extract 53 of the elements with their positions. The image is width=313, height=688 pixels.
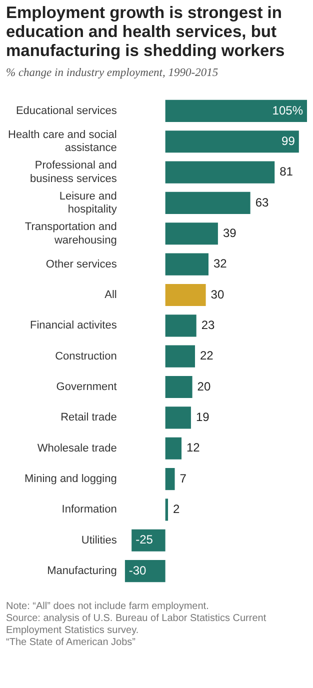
data-label: 7: [180, 471, 187, 486]
bar: [165, 161, 275, 184]
y-tick-label: Financial activites: [30, 320, 118, 332]
data-label: 20: [197, 379, 211, 394]
bar: [165, 253, 208, 276]
y-tick-label: Other services: [46, 258, 118, 270]
bar: [165, 284, 206, 306]
y-tick-label: Leisure and hospitality: [59, 190, 118, 216]
y-tick-label: Wholesale trade: [37, 442, 117, 454]
bar: [165, 222, 218, 245]
data-label: 81: [280, 164, 294, 179]
bar: [165, 314, 196, 337]
bar: [165, 437, 182, 460]
chart-subtitle: % change in industry employment, 1990-2015: [6, 67, 220, 79]
y-tick-label: Information: [62, 504, 117, 516]
bar: [165, 376, 192, 398]
bar: [165, 345, 196, 368]
bar: [165, 498, 168, 521]
y-tick-label: Utilities: [81, 534, 118, 546]
bar: [165, 468, 175, 490]
y-tick-label: Mining and logging: [24, 473, 117, 486]
bar: [165, 192, 250, 214]
data-label: 12: [186, 440, 200, 455]
data-label: 23: [201, 318, 216, 332]
data-label: 63: [255, 195, 269, 210]
bar: [165, 130, 299, 153]
data-label: 99: [282, 134, 296, 148]
data-label: 105%: [272, 103, 304, 118]
text: Note: “All” does not include farm employment.: [6, 601, 210, 613]
y-tick-label: Government: [56, 381, 117, 394]
data-label: 32: [214, 256, 228, 271]
data-label: 19: [196, 410, 210, 424]
source-note: Source: analysis of U.S. Bureau of Labor Statistics Current Employment Statistics survey.: [6, 613, 268, 637]
bar: [132, 529, 166, 552]
y-tick-label: All: [104, 289, 117, 302]
bar: [165, 406, 191, 429]
bar: [124, 560, 166, 582]
data-label: 30: [210, 287, 224, 302]
data-label: -30: [128, 563, 147, 578]
y-tick-label: Health care and social assistance: [8, 129, 117, 154]
chart-title: Employment growth is strongest in education and health services, but manufacturing is shedding workers: [6, 4, 286, 61]
y-tick-label: Construction: [55, 350, 117, 362]
data-label: -25: [136, 532, 154, 547]
y-tick-label: Professional and business services: [30, 160, 118, 185]
y-tick-label: Manufacturing: [47, 565, 117, 578]
y-tick-label: Educational services: [16, 104, 118, 117]
data-label: 2: [173, 502, 180, 516]
text: “The State of American Jobs”: [6, 637, 137, 649]
data-label: 22: [200, 348, 214, 363]
y-tick-label: Transportation and warehousing: [24, 221, 117, 246]
y-tick-label: Retail trade: [60, 412, 117, 424]
bar: [165, 100, 307, 122]
data-label: 39: [222, 226, 237, 240]
